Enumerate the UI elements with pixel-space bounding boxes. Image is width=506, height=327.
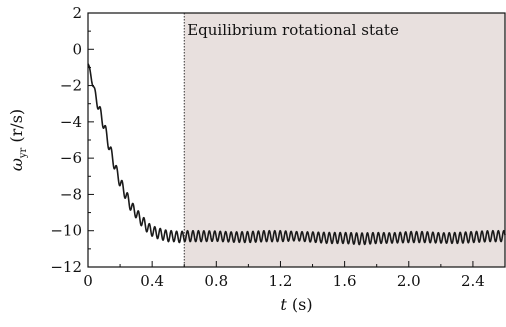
y-tick-label: 2 — [72, 4, 82, 22]
region-annotation: Equilibrium rotational state — [187, 21, 399, 39]
y-tick-label: −2 — [60, 77, 82, 95]
x-axis-unit: (s) — [287, 295, 313, 314]
y-tick-label: 0 — [72, 40, 82, 58]
y-axis-unit: (r/s) — [7, 109, 26, 148]
x-tick-label: 0.8 — [204, 272, 228, 290]
y-tick-label: −8 — [60, 185, 82, 203]
y-tick-label: −12 — [50, 258, 82, 276]
y-axis: 2 0 −2 −4 −6 −8 −10 −12 — [50, 4, 94, 276]
equilibrium-region — [184, 13, 505, 267]
y-tick-label: −6 — [60, 149, 82, 167]
y-tick-label: −10 — [50, 222, 82, 240]
x-tick-label: 2.4 — [461, 272, 485, 290]
x-tick-label: 1.6 — [333, 272, 357, 290]
y-axis-subscript: yr — [18, 147, 29, 159]
x-axis-variable: t — [280, 295, 287, 314]
x-tick-label: 0.4 — [140, 272, 164, 290]
y-tick-label: −4 — [60, 113, 82, 131]
x-tick-label: 1.2 — [269, 272, 293, 290]
x-tick-label: 0 — [83, 272, 93, 290]
x-axis: 0 0.4 0.8 1.2 1.6 2.0 2.4 — [83, 261, 506, 290]
x-tick-label: 2.0 — [397, 272, 421, 290]
x-axis-label: t (s) — [280, 295, 312, 314]
y-axis-label: ωyr (r/s) — [7, 109, 29, 171]
series-line — [87, 63, 506, 246]
y-axis-variable: ω — [7, 158, 26, 171]
